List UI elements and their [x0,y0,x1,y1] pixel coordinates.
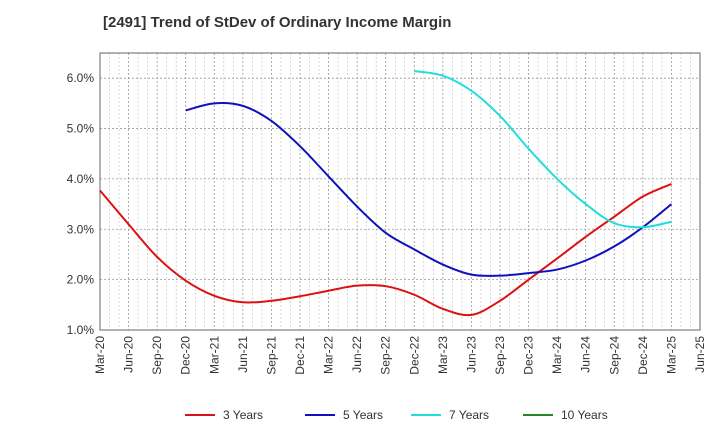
x-tick-label: Sep-23 [493,336,507,375]
series-line-5-years [185,102,673,277]
legend-label: 7 Years [449,408,489,422]
x-tick-label: Mar-24 [550,336,564,374]
x-tick-label: Mar-21 [207,336,221,374]
y-tick-label: 2.0% [67,273,95,287]
x-tick-label: Sep-20 [150,336,164,375]
x-tick-label: Dec-23 [522,336,536,375]
y-tick-label: 6.0% [67,71,95,85]
x-tick-label: Dec-22 [407,336,421,375]
x-tick-label: Mar-23 [436,336,450,374]
x-tick-label: Dec-21 [293,336,307,375]
y-tick-label: 4.0% [67,172,95,186]
x-tick-label: Jun-21 [236,336,250,373]
y-tick-label: 5.0% [67,122,95,136]
x-tick-label: Sep-22 [379,336,393,375]
legend-label: 5 Years [343,408,383,422]
legend-label: 3 Years [223,408,263,422]
x-tick-label: Jun-20 [122,336,136,373]
x-tick-label: Jun-23 [464,336,478,373]
x-tick-label: Mar-20 [93,336,107,374]
chart-title: [2491] Trend of StDev of Ordinary Income… [103,14,452,31]
series-line-7-years [414,70,672,229]
x-tick-label: Sep-24 [607,336,621,375]
legend-label: 10 Years [561,408,608,422]
x-tick-label: Sep-21 [264,336,278,375]
x-tick-label: Dec-24 [636,336,650,375]
y-tick-label: 1.0% [67,323,95,337]
x-tick-label: Dec-20 [179,336,193,375]
plot-frame [99,52,701,331]
x-tick-label: Jun-24 [579,336,593,373]
series-line-3-years [99,183,672,317]
x-tick-label: Jun-25 [693,336,707,373]
y-tick-label: 3.0% [67,222,95,236]
x-tick-label: Mar-25 [664,336,678,374]
x-tick-label: Jun-22 [350,336,364,373]
x-tick-label: Mar-22 [322,336,336,374]
